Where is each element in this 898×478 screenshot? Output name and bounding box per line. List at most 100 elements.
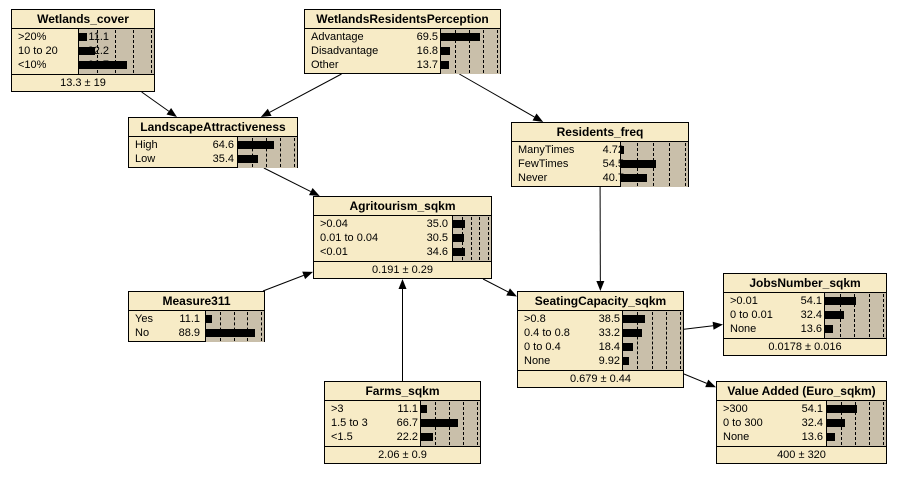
- arrowhead: [712, 321, 723, 330]
- node-jobs[interactable]: JobsNumber_sqkm >0.01 54.1 0 to 0.01 32.4 Non…: [723, 273, 887, 356]
- probability-bar: [79, 61, 127, 69]
- node-measure[interactable]: Measure311 Yes 11.1 No 88.9: [128, 291, 265, 342]
- state-label: Disadvantage: [311, 45, 379, 57]
- state-row[interactable]: >0.8 38.5: [518, 312, 683, 326]
- probability-bar: [441, 33, 480, 41]
- state-probability: 66.7: [396, 417, 418, 429]
- node-agritourism[interactable]: Agritourism_sqkm >0.04 35.0 0.01 to 0.04 30.…: [313, 196, 492, 279]
- state-row[interactable]: >300 54.1: [717, 402, 886, 416]
- state-row[interactable]: 1.5 to 3 66.7: [325, 416, 480, 430]
- state-probability: 35.0: [426, 218, 448, 230]
- state-label: Advantage: [311, 31, 364, 43]
- node-farms[interactable]: Farms_sqkm >3 11.1 1.5 to 3 66.7 <1.5 22.2 2.06…: [324, 381, 481, 464]
- gridline: [666, 312, 667, 369]
- arrowhead: [260, 108, 272, 117]
- state-row[interactable]: ManyTimes 4.72: [512, 143, 688, 157]
- gridline: [869, 402, 870, 445]
- probability-bar: [421, 405, 427, 413]
- state-row[interactable]: Advantage 69.5: [305, 30, 500, 44]
- state-row[interactable]: >0.04 35.0: [314, 217, 491, 231]
- state-row[interactable]: FewTimes 54.5: [512, 157, 688, 171]
- node-perception[interactable]: WetlandsResidentsPerception Advantage 69.5…: [304, 9, 501, 74]
- state-probability: 64.6: [212, 139, 234, 151]
- state-row[interactable]: <10%66.7: [12, 58, 154, 72]
- probability-bar: [238, 155, 258, 163]
- state-probability: 18.4: [598, 341, 620, 353]
- state-probability: 35.4: [212, 153, 234, 165]
- gridline: [115, 30, 116, 73]
- arrowhead: [506, 288, 517, 297]
- state-row[interactable]: 10 to 20 22.2: [12, 44, 154, 58]
- node-seating[interactable]: SeatingCapacity_sqkm >0.8 38.5 0.4 to 0.8 33…: [517, 291, 684, 388]
- state-row[interactable]: 0.01 to 0.04 30.5: [314, 231, 491, 245]
- state-list: ManyTimes 4.72 FewTimes 54.5 Never 40.7: [512, 142, 688, 187]
- gridline: [854, 294, 855, 337]
- arrowhead: [705, 379, 716, 388]
- gridline: [455, 30, 456, 73]
- state-row[interactable]: Never 40.7: [512, 171, 688, 185]
- state-label: FewTimes: [518, 158, 569, 170]
- state-row[interactable]: <0.01 34.6: [314, 245, 491, 259]
- node-title: WetlandsResidentsPerception: [305, 10, 500, 29]
- node-residents[interactable]: Residents_freq ManyTimes 4.72 FewTimes 54.5 N…: [511, 122, 689, 187]
- state-label: >20%: [18, 31, 47, 43]
- state-row[interactable]: Yes 11.1: [129, 312, 264, 326]
- state-label: 1.5 to 3: [331, 417, 368, 429]
- probability-bar: [621, 160, 656, 168]
- gridline: [261, 312, 262, 341]
- state-row[interactable]: High 64.6: [129, 138, 297, 152]
- state-probability: 11.1: [179, 313, 200, 325]
- state-probability: 13.7: [416, 59, 438, 71]
- state-label: <1.5: [331, 431, 353, 443]
- state-probability: 22.2: [396, 431, 418, 443]
- probability-bar: [825, 297, 856, 305]
- state-label: None: [730, 323, 757, 335]
- state-label: Never: [518, 172, 548, 184]
- state-row[interactable]: 0 to 0.01 32.4: [724, 308, 886, 322]
- state-probability: 40.7: [602, 172, 624, 184]
- probability-bar: [827, 405, 857, 413]
- state-label: Other: [311, 59, 339, 71]
- probability-bar: [206, 315, 212, 323]
- state-label: None: [524, 355, 551, 367]
- state-row[interactable]: None 13.6: [724, 322, 886, 336]
- state-row[interactable]: Low 35.4: [129, 152, 297, 166]
- probability-bar: [206, 329, 255, 337]
- node-title: Farms_sqkm: [325, 382, 480, 401]
- state-probability: 88.9: [178, 327, 200, 339]
- state-label: 0 to 0.4: [524, 341, 561, 353]
- state-list: >300 54.1 0 to 300 32.4 None 13.6: [717, 401, 886, 446]
- arrowhead: [302, 271, 313, 280]
- state-list: >0.01 54.1 0 to 0.01 32.4 None 13.6: [724, 293, 886, 338]
- state-label: 0 to 300: [723, 417, 763, 429]
- state-row[interactable]: No 88.9: [129, 326, 264, 340]
- state-row[interactable]: Other 13.7: [305, 58, 500, 72]
- state-row[interactable]: None 13.6: [717, 430, 886, 444]
- node-value[interactable]: Value Added (Euro_sqkm) >300 54.1 0 to 300 3…: [716, 381, 887, 464]
- state-row[interactable]: Disadvantage 16.8: [305, 44, 500, 58]
- state-probability: 34.6: [426, 246, 448, 258]
- state-row[interactable]: 0 to 300 32.4: [717, 416, 886, 430]
- state-label: High: [135, 139, 158, 151]
- state-row[interactable]: 0 to 0.4 18.4: [518, 340, 683, 354]
- state-probability: 11.1: [397, 403, 418, 415]
- state-row[interactable]: 0.4 to 0.8 33.2: [518, 326, 683, 340]
- state-label: >300: [723, 403, 748, 415]
- state-probability: 54.1: [801, 403, 823, 415]
- arrowhead: [166, 107, 177, 117]
- state-list: >0.04 35.0 0.01 to 0.04 30.5 <0.01 34.6: [314, 216, 491, 261]
- state-row[interactable]: <1.5 22.2: [325, 430, 480, 444]
- node-wetlands[interactable]: Wetlands_cover >20% 11.110 to 2022.2<10%66…: [11, 9, 155, 92]
- gridline: [247, 312, 248, 341]
- state-label: ManyTimes: [518, 144, 575, 156]
- probability-bar: [623, 343, 633, 351]
- state-row[interactable]: >3 11.1: [325, 402, 480, 416]
- node-landscape[interactable]: LandscapeAttractiveness High 64.6 Low 35.4: [128, 117, 298, 168]
- state-row[interactable]: >20% 11.1: [12, 30, 154, 44]
- edge-agritourism-to-seating: [482, 278, 509, 293]
- probability-bar: [441, 61, 449, 69]
- state-row[interactable]: None 9.92: [518, 354, 683, 368]
- state-probability: 32.4: [801, 417, 823, 429]
- state-row[interactable]: >0.01 54.1: [724, 294, 886, 308]
- state-probability: 32.4: [800, 309, 822, 321]
